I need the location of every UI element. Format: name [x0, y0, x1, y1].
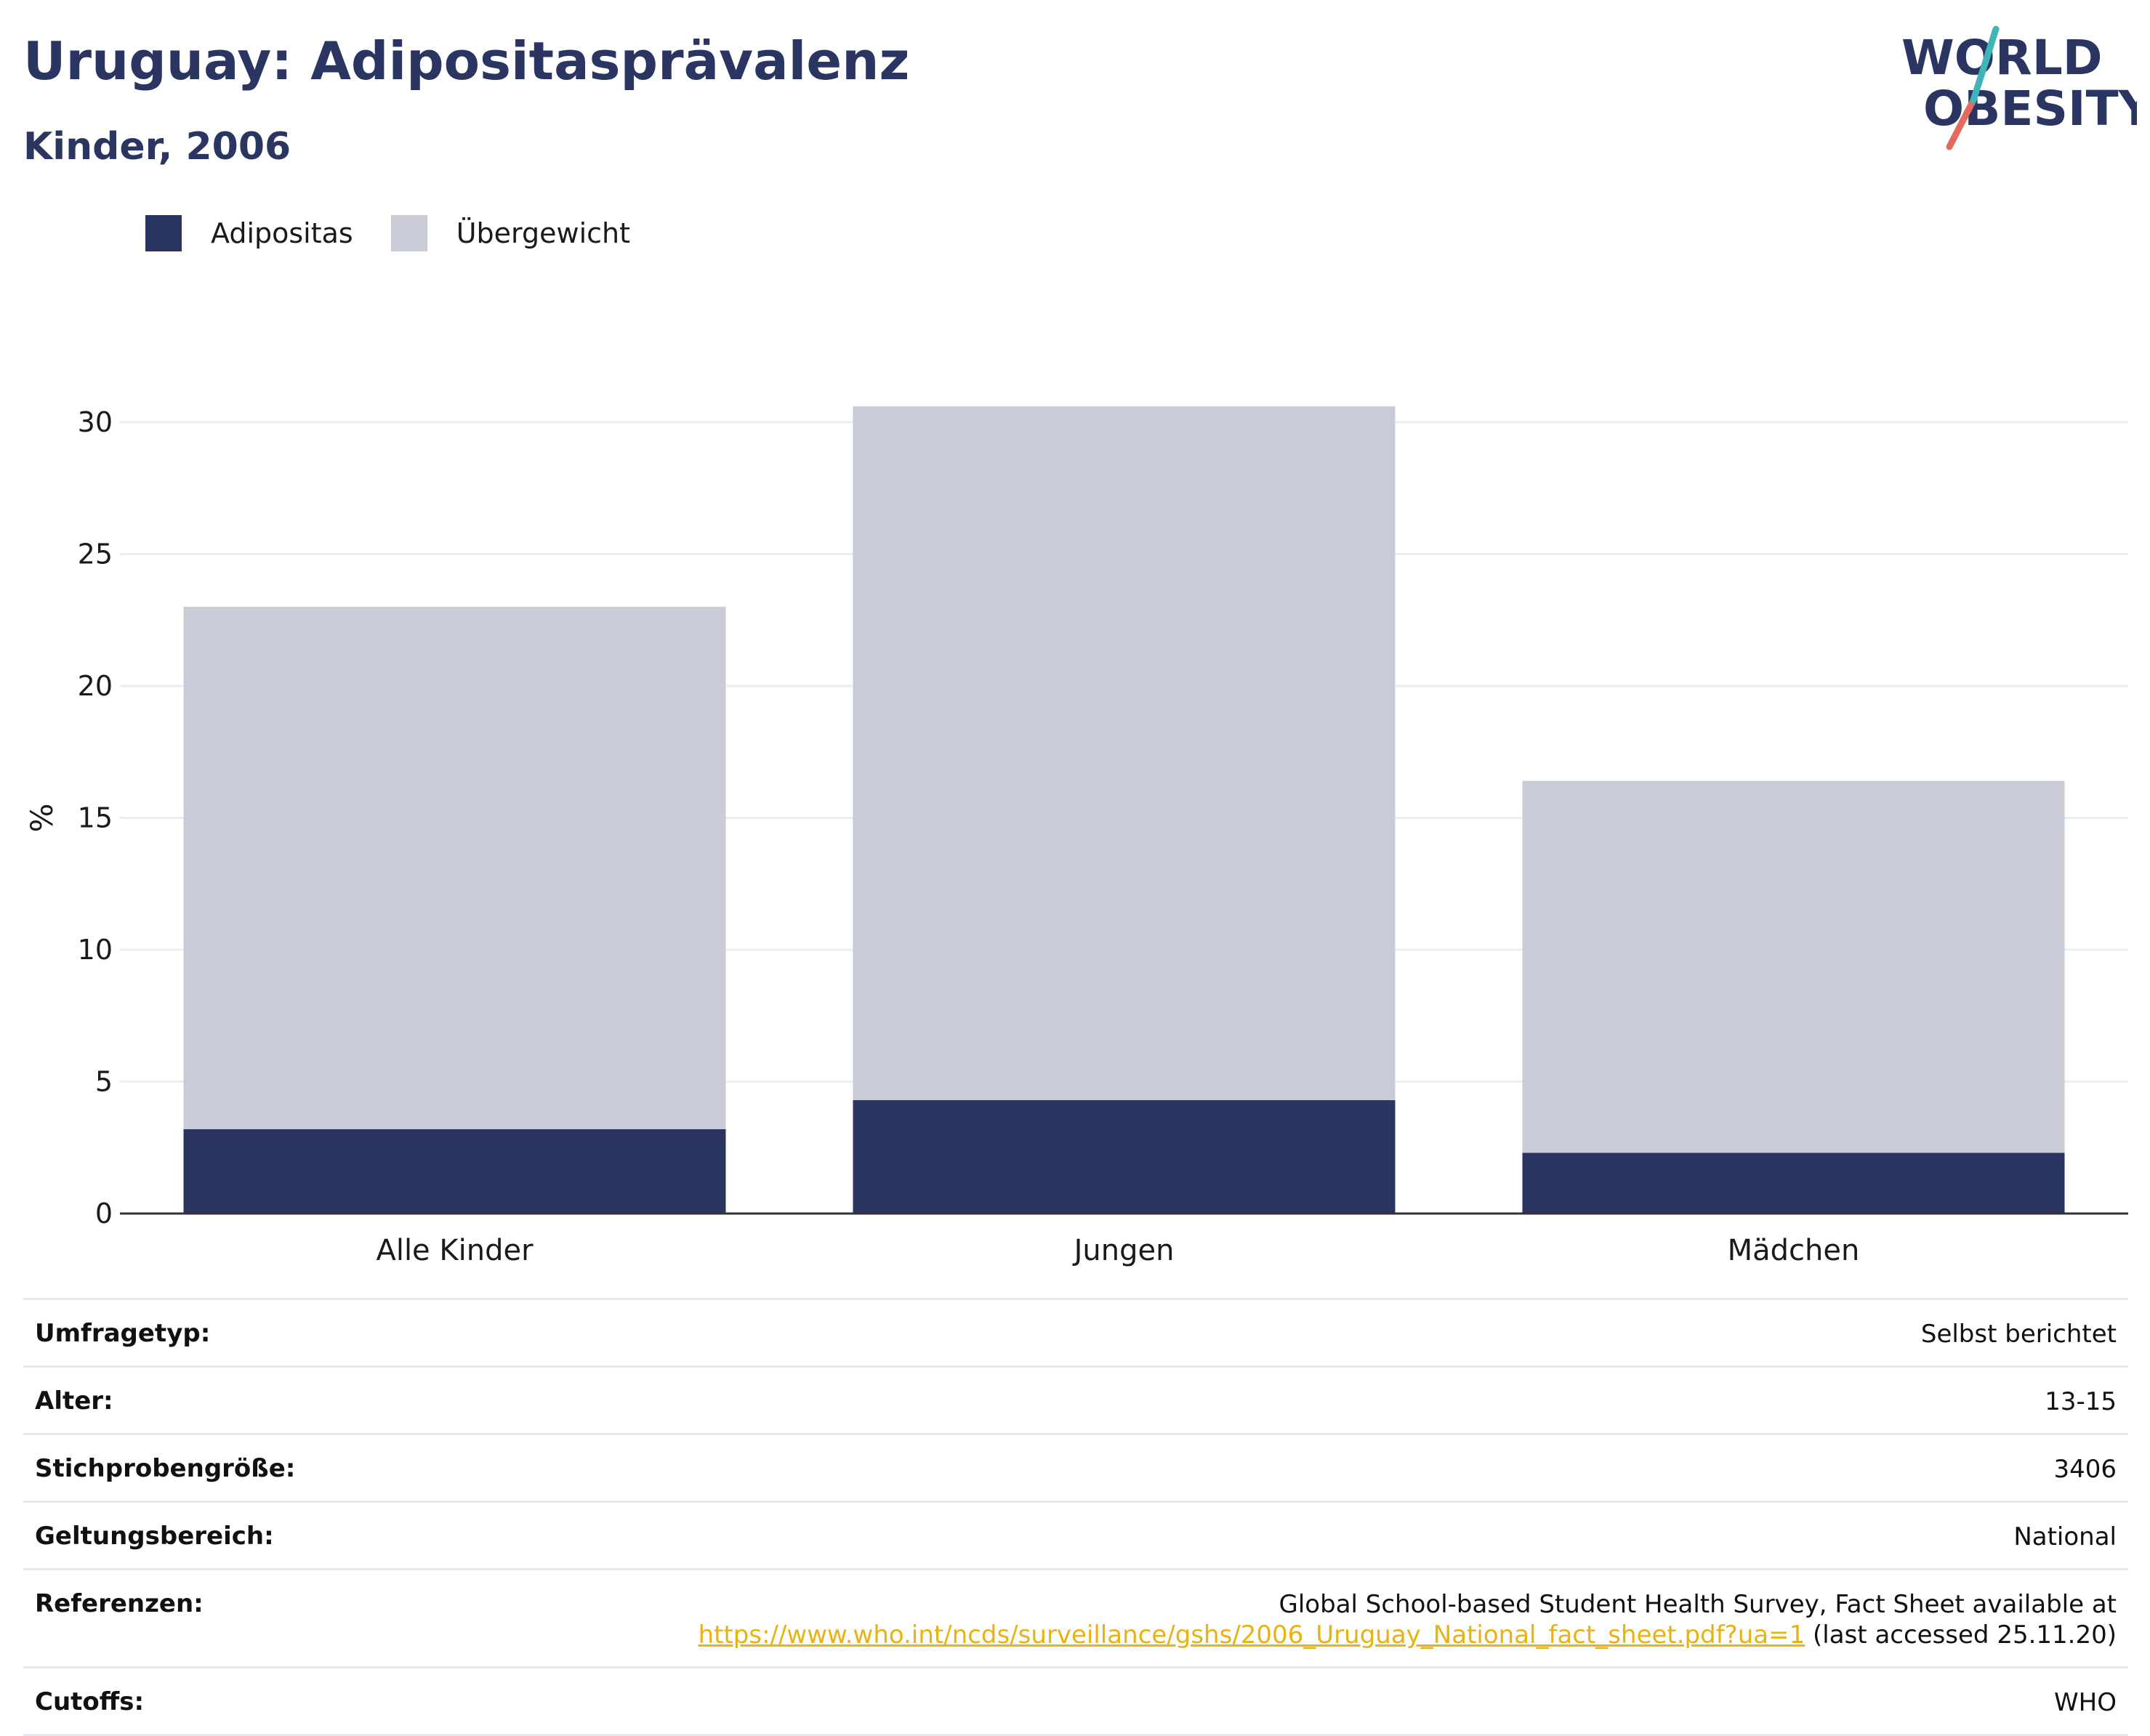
- logo-slash-teal: [1970, 25, 2000, 104]
- meta-row-alter: Alter: 13-15: [23, 1365, 2128, 1433]
- bar-chart: 0 5 10 15 20 25 30% Alle Kinder Jungen Mädchen: [24, 406, 2128, 1267]
- legend-item-adipositas[interactable]: Adipositas: [145, 215, 353, 251]
- bar-adipositas-0[interactable]: [183, 1129, 726, 1214]
- meta-value: Global School-based Student Health Surve…: [698, 1589, 2117, 1650]
- meta-key: Stichprobengröße:: [35, 1454, 296, 1483]
- axes: 0 5 10 15 20 25 30% Alle Kinder Jungen Mädchen: [24, 406, 2128, 1267]
- metadata-table: Umfragetyp: Selbst berichtet Alter: 13-1…: [23, 1298, 2128, 1736]
- meta-key: Cutoffs:: [35, 1687, 145, 1716]
- bars: [183, 406, 2065, 1214]
- chart-title: Uruguay: Adipositasprävalenz: [23, 31, 910, 92]
- meta-key: Referenzen:: [35, 1589, 204, 1618]
- logo-slash-red: [1946, 97, 1977, 150]
- x-tick-label: Alle Kinder: [376, 1234, 534, 1267]
- y-tick-label: 10: [78, 934, 113, 966]
- y-tick-label: 5: [95, 1066, 113, 1098]
- meta-row-stichprobe: Stichprobengröße: 3406: [23, 1433, 2128, 1501]
- legend-item-uebergewicht[interactable]: Übergewicht: [390, 215, 630, 251]
- legend-swatch-adipositas: [145, 215, 182, 251]
- bar-adipositas-1[interactable]: [853, 1099, 1396, 1214]
- x-tick-label: Mädchen: [1728, 1234, 1860, 1267]
- bar-adipositas-2[interactable]: [1522, 1152, 2065, 1214]
- bar-uebergewicht-1[interactable]: [853, 406, 1396, 1100]
- meta-key: Alter:: [35, 1386, 113, 1416]
- reference-suffix: (last accessed 25.11.20): [1813, 1620, 2117, 1650]
- bar-uebergewicht-2[interactable]: [1522, 780, 2065, 1153]
- chart-subtitle: Kinder, 2006: [23, 125, 291, 169]
- meta-key: Geltungsbereich:: [35, 1522, 274, 1551]
- bar-uebergewicht-0[interactable]: [183, 607, 726, 1129]
- meta-value: Selbst berichtet: [1920, 1320, 2117, 1349]
- meta-row-umfragetyp: Umfragetyp: Selbst berichtet: [23, 1298, 2128, 1365]
- y-tick-label: 15: [78, 802, 113, 834]
- y-tick-label: 25: [78, 538, 113, 570]
- meta-row-cutoffs: Cutoffs: WHO: [23, 1666, 2128, 1736]
- meta-row-referenzen: Referenzen: Global School-based Student …: [23, 1568, 2128, 1666]
- x-tick-label: Jungen: [1072, 1234, 1175, 1267]
- legend-label-adipositas: Adipositas: [211, 217, 353, 249]
- logo-line1: WORLD: [1901, 30, 2103, 86]
- meta-key: Umfragetyp:: [35, 1319, 211, 1348]
- legend-label-uebergewicht: Übergewicht: [456, 217, 630, 249]
- meta-value: 13-15: [2045, 1387, 2117, 1416]
- world-obesity-logo: WORLD OBESITY: [1901, 25, 2137, 150]
- meta-value: WHO: [2054, 1688, 2117, 1717]
- reference-text: Global School-based Student Health Surve…: [1279, 1590, 2117, 1619]
- legend-swatch-uebergewicht: [390, 215, 427, 251]
- y-tick-label: 0: [95, 1198, 113, 1230]
- y-tick-label: 20: [78, 670, 113, 702]
- reference-link[interactable]: https://www.who.int/ncds/surveillance/gs…: [698, 1620, 1805, 1650]
- legend: Adipositas Übergewicht: [145, 215, 668, 251]
- y-tick-label: 30: [78, 406, 113, 438]
- meta-value: 3406: [2053, 1455, 2117, 1484]
- meta-row-geltungsbereich: Geltungsbereich: National: [23, 1501, 2128, 1568]
- y-axis-label: %: [24, 804, 60, 833]
- meta-value: National: [2013, 1522, 2117, 1551]
